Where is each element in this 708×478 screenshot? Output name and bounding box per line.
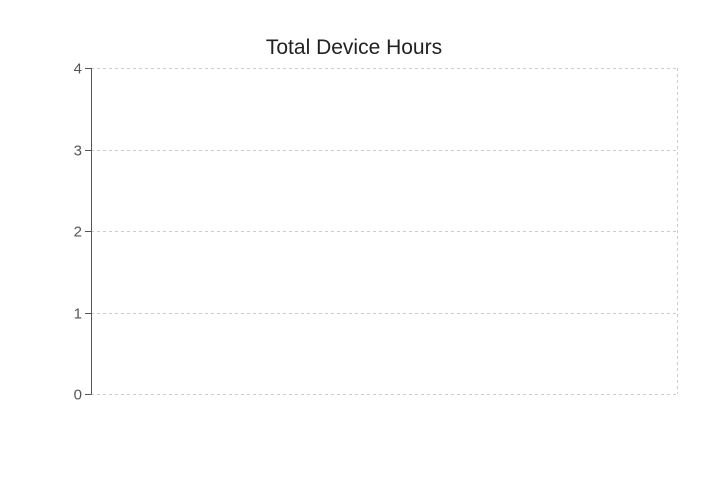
y-tick-label: 2 — [74, 224, 82, 241]
y-tick-labels: 0 1 2 3 4 — [74, 61, 82, 404]
grid-lines — [91, 68, 678, 395]
y-tick-label: 0 — [74, 387, 82, 404]
y-tick-label: 3 — [74, 143, 82, 160]
y-axis — [85, 68, 92, 395]
chart-title: Total Device Hours — [266, 36, 442, 59]
y-tick-label: 4 — [74, 61, 82, 78]
y-tick-label: 1 — [74, 306, 82, 323]
